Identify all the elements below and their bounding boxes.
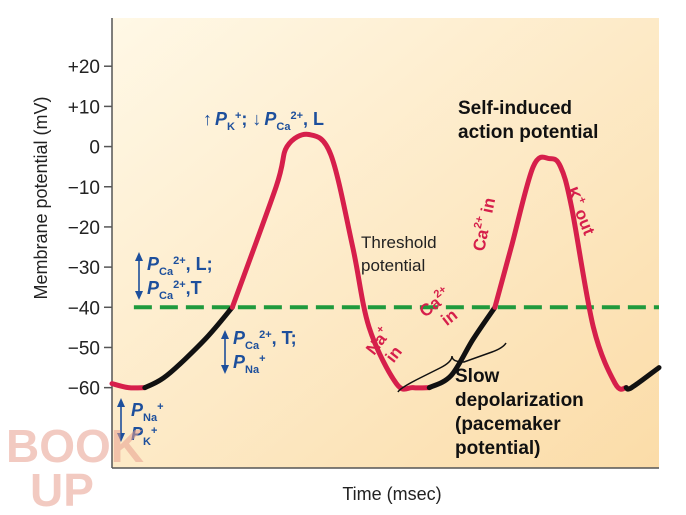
threshold-label-line1: Threshold [361, 233, 437, 252]
y-tick-label: −50 [68, 338, 100, 359]
y-ticks: +20 +10 0 −10 −20 −30 −40 −50 −60 [68, 57, 112, 400]
trace-segment-action-potential-2 [492, 154, 629, 392]
trace-segment-slow-depolarization-1 [142, 304, 235, 391]
plot-background [112, 18, 659, 468]
slow-label-line2: depolarization [455, 390, 584, 411]
x-axis-title: Time (msec) [342, 484, 441, 504]
self-induced-label-line2: action potential [458, 122, 598, 143]
svg-text:PK+: PK+ [131, 424, 157, 448]
membrane-potential-trace [109, 131, 662, 392]
svg-text:UP: UP [30, 464, 94, 510]
svg-text:Ca2+ in: Ca2+ in [467, 196, 499, 253]
trace-segment-repolarization-start [109, 381, 148, 391]
svg-text:BOOK: BOOK [6, 420, 144, 472]
trace-segment-slow-depolarization-2 [426, 304, 498, 391]
y-tick-label: −60 [68, 379, 100, 400]
spike-top-annotation: ↑ PK+; ↓ PCa2+, L [203, 109, 324, 133]
y-tick-label: −40 [68, 298, 100, 319]
trace-segment-action-potential-1 [229, 131, 432, 392]
left-mid-annotation: PCa2+, L; PCa2+,T [135, 252, 213, 302]
left-low-annotation: PNa+ PK+ [117, 398, 164, 448]
ca-in-rise-label: Ca2+ in [467, 196, 499, 253]
y-tick-label: +20 [68, 57, 100, 78]
svg-text:PCa2+, T;: PCa2+, T; [233, 328, 297, 352]
y-tick-label: −20 [68, 218, 100, 239]
slow-label-line1: Slow [455, 366, 500, 387]
y-tick-label: 0 [89, 138, 100, 159]
y-tick-label: −10 [68, 178, 100, 199]
svg-text:PNa+: PNa+ [131, 400, 164, 424]
watermark-logo: BOOK UP [6, 420, 144, 510]
slow-depolarization-bracket [397, 342, 507, 393]
svg-text:PNa+: PNa+ [233, 352, 266, 376]
y-tick-label: +10 [68, 97, 100, 118]
slow-label-line3: (pacemaker [455, 414, 561, 435]
threshold-label-line2: potential [361, 256, 425, 275]
svg-text:PCa2+, L;: PCa2+, L; [147, 254, 213, 278]
self-induced-label-line1: Self-induced [458, 98, 572, 119]
svg-text:↑PK+;↓PCa2+, L: ↑ PK+; ↓ PCa2+, L [203, 109, 324, 133]
y-axis-title: Membrane potential (mV) [31, 96, 51, 299]
y-tick-label: −30 [68, 258, 100, 279]
svg-text:PCa2+,T: PCa2+,T [147, 278, 202, 302]
slow-label-line4: potential) [455, 438, 541, 459]
trace-segment-slow-depolarization-3 [623, 365, 662, 392]
center-mid-annotation: PCa2+, T; PNa+ [221, 328, 297, 376]
